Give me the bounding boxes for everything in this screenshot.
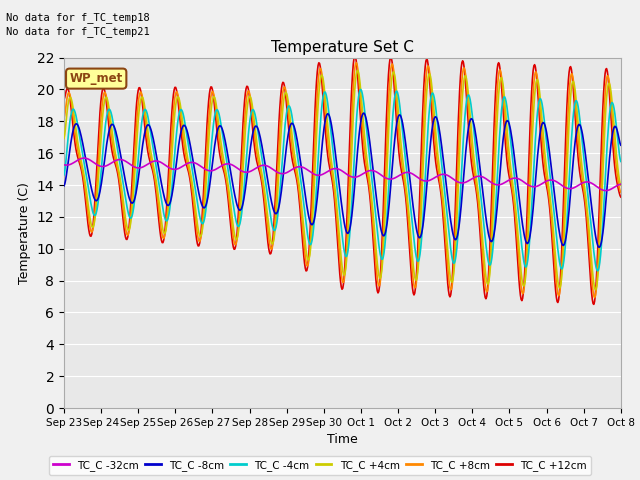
Y-axis label: Temperature (C): Temperature (C) <box>18 182 31 284</box>
Text: No data for f_TC_temp21: No data for f_TC_temp21 <box>6 26 150 37</box>
X-axis label: Time: Time <box>327 433 358 446</box>
Text: WP_met: WP_met <box>70 72 123 85</box>
Title: Temperature Set C: Temperature Set C <box>271 40 414 55</box>
Legend: TC_C -32cm, TC_C -8cm, TC_C -4cm, TC_C +4cm, TC_C +8cm, TC_C +12cm: TC_C -32cm, TC_C -8cm, TC_C -4cm, TC_C +… <box>49 456 591 475</box>
Text: No data for f_TC_temp18: No data for f_TC_temp18 <box>6 12 150 23</box>
